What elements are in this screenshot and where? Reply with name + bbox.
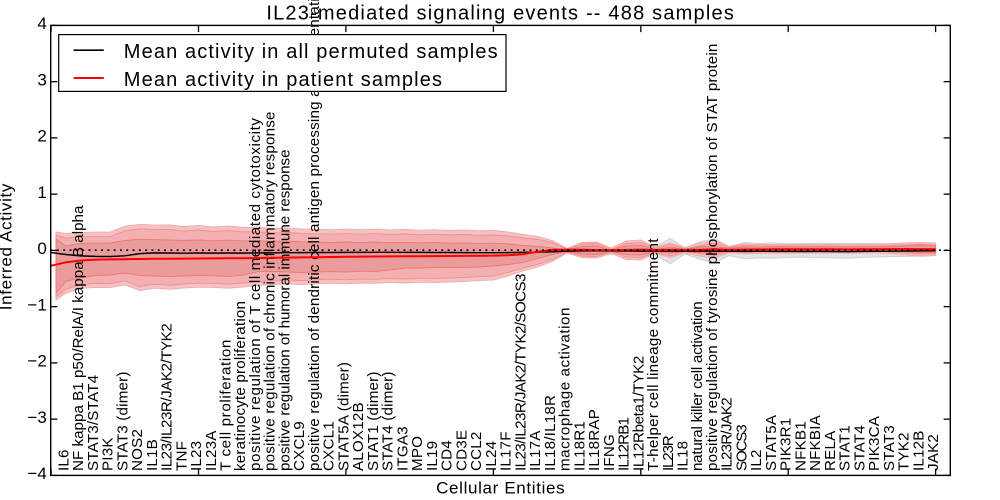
svg-text:1: 1 [37,183,46,202]
svg-text:CXCL1: CXCL1 [321,421,338,471]
svg-text:IL23A: IL23A [203,430,220,471]
svg-text:IL18RAP: IL18RAP [586,409,603,471]
svg-text:T-helper cell lineage commitme: T-helper cell lineage commitment [645,238,662,471]
svg-text:Inferred Activity: Inferred Activity [0,183,16,310]
svg-text:Mean activity in all permuted: Mean activity in all permuted samples [124,41,499,63]
svg-text:positive regulation of tyrosin: positive regulation of tyrosine phosphor… [704,43,721,471]
svg-text:STAT3: STAT3 [881,425,898,471]
svg-text:T cell proliferation: T cell proliferation [218,339,235,471]
svg-text:NFKBIA: NFKBIA [807,414,824,471]
svg-text:CXCL9: CXCL9 [291,421,308,471]
svg-text:0: 0 [37,239,46,258]
svg-text:ALOX12B: ALOX12B [350,402,367,471]
svg-text:NF kappa B1 p50/RelA/I kappa B: NF kappa B1 p50/RelA/I kappa B alpha [70,205,87,471]
svg-text:IL17A: IL17A [527,430,544,471]
svg-text:IL23/IL23R/JAK2/TYK2/SOCS3: IL23/IL23R/JAK2/TYK2/SOCS3 [512,274,529,471]
svg-text:IL23R/JAK2: IL23R/JAK2 [719,398,736,471]
svg-text:2: 2 [37,127,46,146]
svg-text:IL23/IL23R/JAK2/TYK2: IL23/IL23R/JAK2/TYK2 [159,324,176,471]
svg-text:STAT4 (dimer): STAT4 (dimer) [380,371,397,471]
svg-text:IFNG: IFNG [601,434,618,471]
svg-text:IL23: IL23 [188,441,205,471]
svg-text:STAT1: STAT1 [837,425,854,471]
svg-text:natural killer cell activation: natural killer cell activation [689,302,706,471]
svg-text:SOCS3: SOCS3 [734,425,751,471]
svg-text:Mean activity in patient sampl: Mean activity in patient samples [124,69,443,91]
svg-text:NOS2: NOS2 [129,429,146,471]
svg-text:−1: −1 [27,295,46,314]
svg-text:positive regulation of dendrit: positive regulation of dendritic cell an… [306,0,323,471]
svg-text:IL23R: IL23R [660,435,677,471]
svg-text:positive regulation of humoral: positive regulation of humoral immune re… [277,150,294,472]
svg-text:IL12B: IL12B [910,430,927,471]
svg-text:IL12Rbeta1/TYK2: IL12Rbeta1/TYK2 [630,356,647,471]
svg-text:ITGA3: ITGA3 [394,426,411,471]
svg-text:CCL2: CCL2 [468,431,485,471]
svg-text:−2: −2 [27,352,46,371]
svg-text:−4: −4 [27,464,46,483]
svg-text:STAT5A: STAT5A [763,414,780,471]
svg-text:IL1B: IL1B [144,439,161,471]
svg-text:positive regulation of T cell: positive regulation of T cell mediated c… [247,117,264,471]
svg-text:CD4: CD4 [439,440,456,471]
svg-text:IL2: IL2 [748,449,765,471]
svg-text:STAT3 (dimer): STAT3 (dimer) [114,371,131,471]
svg-text:MPO: MPO [409,436,426,471]
svg-text:IL18: IL18 [675,441,692,471]
svg-text:CD3E: CD3E [453,430,470,471]
svg-text:keratinocyte proliferation: keratinocyte proliferation [232,301,249,471]
svg-text:JAK2: JAK2 [925,434,942,471]
svg-text:IL12RB1: IL12RB1 [616,417,633,471]
svg-text:IL23-mediated signaling events: IL23-mediated signaling events -- 488 sa… [266,3,735,25]
svg-text:IL24: IL24 [483,441,500,471]
svg-text:NFKB1: NFKB1 [792,421,809,471]
svg-text:−3: −3 [27,408,46,427]
svg-text:STAT5A (dimer): STAT5A (dimer) [335,362,352,471]
svg-text:RELA: RELA [822,430,839,471]
svg-text:TNF: TNF [173,441,190,471]
svg-text:STAT1 (dimer): STAT1 (dimer) [365,371,382,471]
svg-text:PIK3CA: PIK3CA [866,415,883,471]
svg-text:IL6: IL6 [55,449,72,471]
svg-text:IL18/IL18R: IL18/IL18R [542,395,559,471]
svg-text:Cellular Entities: Cellular Entities [436,479,565,498]
svg-text:IL18R1: IL18R1 [571,421,588,471]
svg-text:STAT4: STAT4 [851,425,868,471]
svg-text:IL19: IL19 [424,441,441,471]
svg-text:STAT3/STAT4: STAT3/STAT4 [85,375,102,471]
svg-text:PIK3R1: PIK3R1 [778,418,795,471]
svg-text:macrophage activation: macrophage activation [557,307,574,471]
svg-text:PI3K: PI3K [100,437,117,471]
svg-text:TYK2: TYK2 [896,432,913,471]
svg-text:positive regulation of chronic: positive regulation of chronic inflammat… [262,111,279,471]
svg-text:IL17F: IL17F [498,431,515,471]
svg-text:4: 4 [37,14,46,33]
svg-text:3: 3 [37,70,46,89]
